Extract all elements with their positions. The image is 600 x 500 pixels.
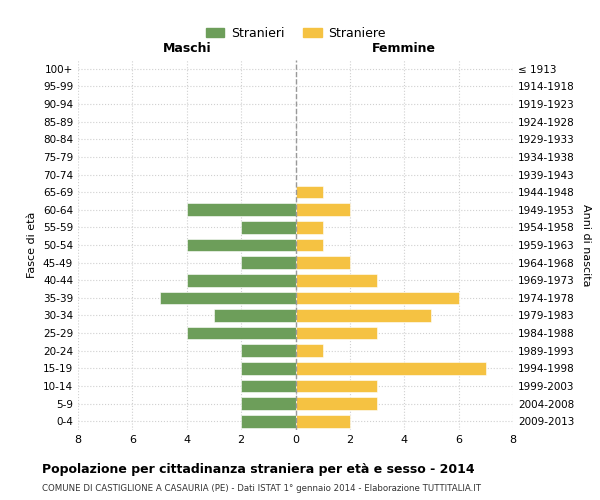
Bar: [296, 415, 350, 428]
Text: Femmine: Femmine: [372, 42, 436, 54]
Bar: [241, 362, 296, 374]
Bar: [296, 327, 377, 340]
Bar: [296, 344, 323, 357]
Bar: [241, 397, 296, 410]
Bar: [296, 292, 458, 304]
Bar: [296, 397, 377, 410]
Bar: [296, 204, 350, 216]
Bar: [187, 204, 296, 216]
Text: COMUNE DI CASTIGLIONE A CASAURIA (PE) - Dati ISTAT 1° gennaio 2014 - Elaborazion: COMUNE DI CASTIGLIONE A CASAURIA (PE) - …: [42, 484, 481, 493]
Y-axis label: Fasce di età: Fasce di età: [28, 212, 37, 278]
Text: Popolazione per cittadinanza straniera per età e sesso - 2014: Popolazione per cittadinanza straniera p…: [42, 462, 475, 475]
Bar: [187, 327, 296, 340]
Bar: [187, 274, 296, 286]
Bar: [296, 256, 350, 269]
Bar: [296, 221, 323, 234]
Bar: [296, 238, 323, 252]
Text: Maschi: Maschi: [163, 42, 211, 54]
Bar: [160, 292, 296, 304]
Bar: [296, 380, 377, 392]
Bar: [296, 362, 486, 374]
Bar: [241, 256, 296, 269]
Y-axis label: Anni di nascita: Anni di nascita: [581, 204, 591, 286]
Bar: [241, 380, 296, 392]
Legend: Stranieri, Straniere: Stranieri, Straniere: [200, 22, 391, 45]
Bar: [241, 344, 296, 357]
Bar: [241, 221, 296, 234]
Bar: [241, 415, 296, 428]
Bar: [296, 186, 323, 198]
Bar: [296, 309, 431, 322]
Bar: [296, 274, 377, 286]
Bar: [214, 309, 296, 322]
Bar: [187, 238, 296, 252]
